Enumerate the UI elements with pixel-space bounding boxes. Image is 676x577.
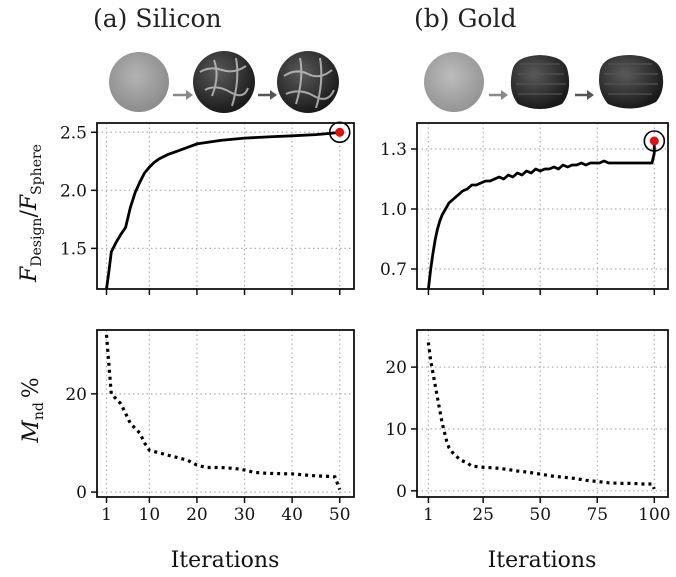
x-axis-label-b: Iterations [488, 548, 597, 573]
x-tick-label: 75 [586, 505, 608, 525]
inset-row-a [109, 51, 339, 113]
sphere-inset-a [109, 52, 169, 112]
x-tick-label: 1 [101, 505, 112, 525]
y-tick-label: 1.5 [60, 239, 87, 259]
plot-b-top: 0.7 1.0 1.3 [380, 122, 669, 295]
plot-b-bottom: 1 25 50 75 100 0 10 20 [385, 329, 671, 525]
y-tick-label: 0 [396, 482, 407, 502]
x-tick-label: 25 [472, 505, 494, 525]
x-tick-label: 30 [234, 505, 256, 525]
final-design-b [599, 55, 664, 109]
y-tick-label: 2.5 [60, 123, 87, 143]
arrow-right-icon [173, 90, 193, 100]
plot-a-top: 1.5 2.0 2.5 [60, 121, 355, 295]
x-tick-label: 50 [529, 505, 551, 525]
x-tick-label: 50 [329, 505, 351, 525]
x-tick-label: 1 [423, 505, 434, 525]
series-line-b-bottom [426, 342, 656, 490]
final-point-ring [643, 130, 666, 152]
panel-b-title: (b) Gold [414, 4, 517, 33]
y-tick-label: 10 [385, 420, 407, 440]
plot-a-bottom: 1 10 20 30 40 50 0 20 [65, 329, 355, 525]
sphere-inset-b [424, 52, 484, 112]
x-tick-label: 10 [139, 505, 161, 525]
plot-frame [416, 122, 669, 290]
plot-frame [96, 329, 355, 498]
x-tick-label: 100 [638, 505, 670, 525]
series-line-b-top [427, 141, 656, 289]
y-tick-label: 0.7 [380, 260, 407, 280]
series-line-a-top [105, 130, 340, 289]
plot-frame [416, 329, 669, 498]
y-tick-label: 1.0 [380, 200, 407, 220]
y-tick-label: 2.0 [60, 181, 87, 201]
final-point-marker [649, 136, 659, 146]
arrow-right-icon [575, 90, 594, 100]
x-tick-label: 40 [281, 505, 303, 525]
arrow-right-icon [258, 90, 277, 100]
x-axis-label-a: Iterations [171, 548, 280, 573]
series-line-a-bottom [104, 334, 342, 491]
intermediate-design-b [510, 55, 570, 109]
panel-a-title: (a) Silicon [93, 4, 222, 33]
inset-row-b [424, 52, 664, 112]
y-tick-label: 1.3 [380, 140, 407, 160]
y-tick-label: 20 [385, 358, 407, 378]
final-point-marker [335, 127, 345, 137]
final-design-a [277, 51, 339, 113]
y-axis-label-top: FDesign/FSphere [17, 144, 45, 283]
x-tick-label: 20 [186, 505, 208, 525]
y-axis-label-bottom: Mnd% [19, 377, 47, 443]
y-tick-label: 0 [76, 483, 87, 503]
arrow-right-icon [489, 90, 508, 100]
plot-frame [96, 122, 355, 290]
y-tick-label: 20 [65, 385, 87, 405]
intermediate-design-a [193, 51, 255, 113]
